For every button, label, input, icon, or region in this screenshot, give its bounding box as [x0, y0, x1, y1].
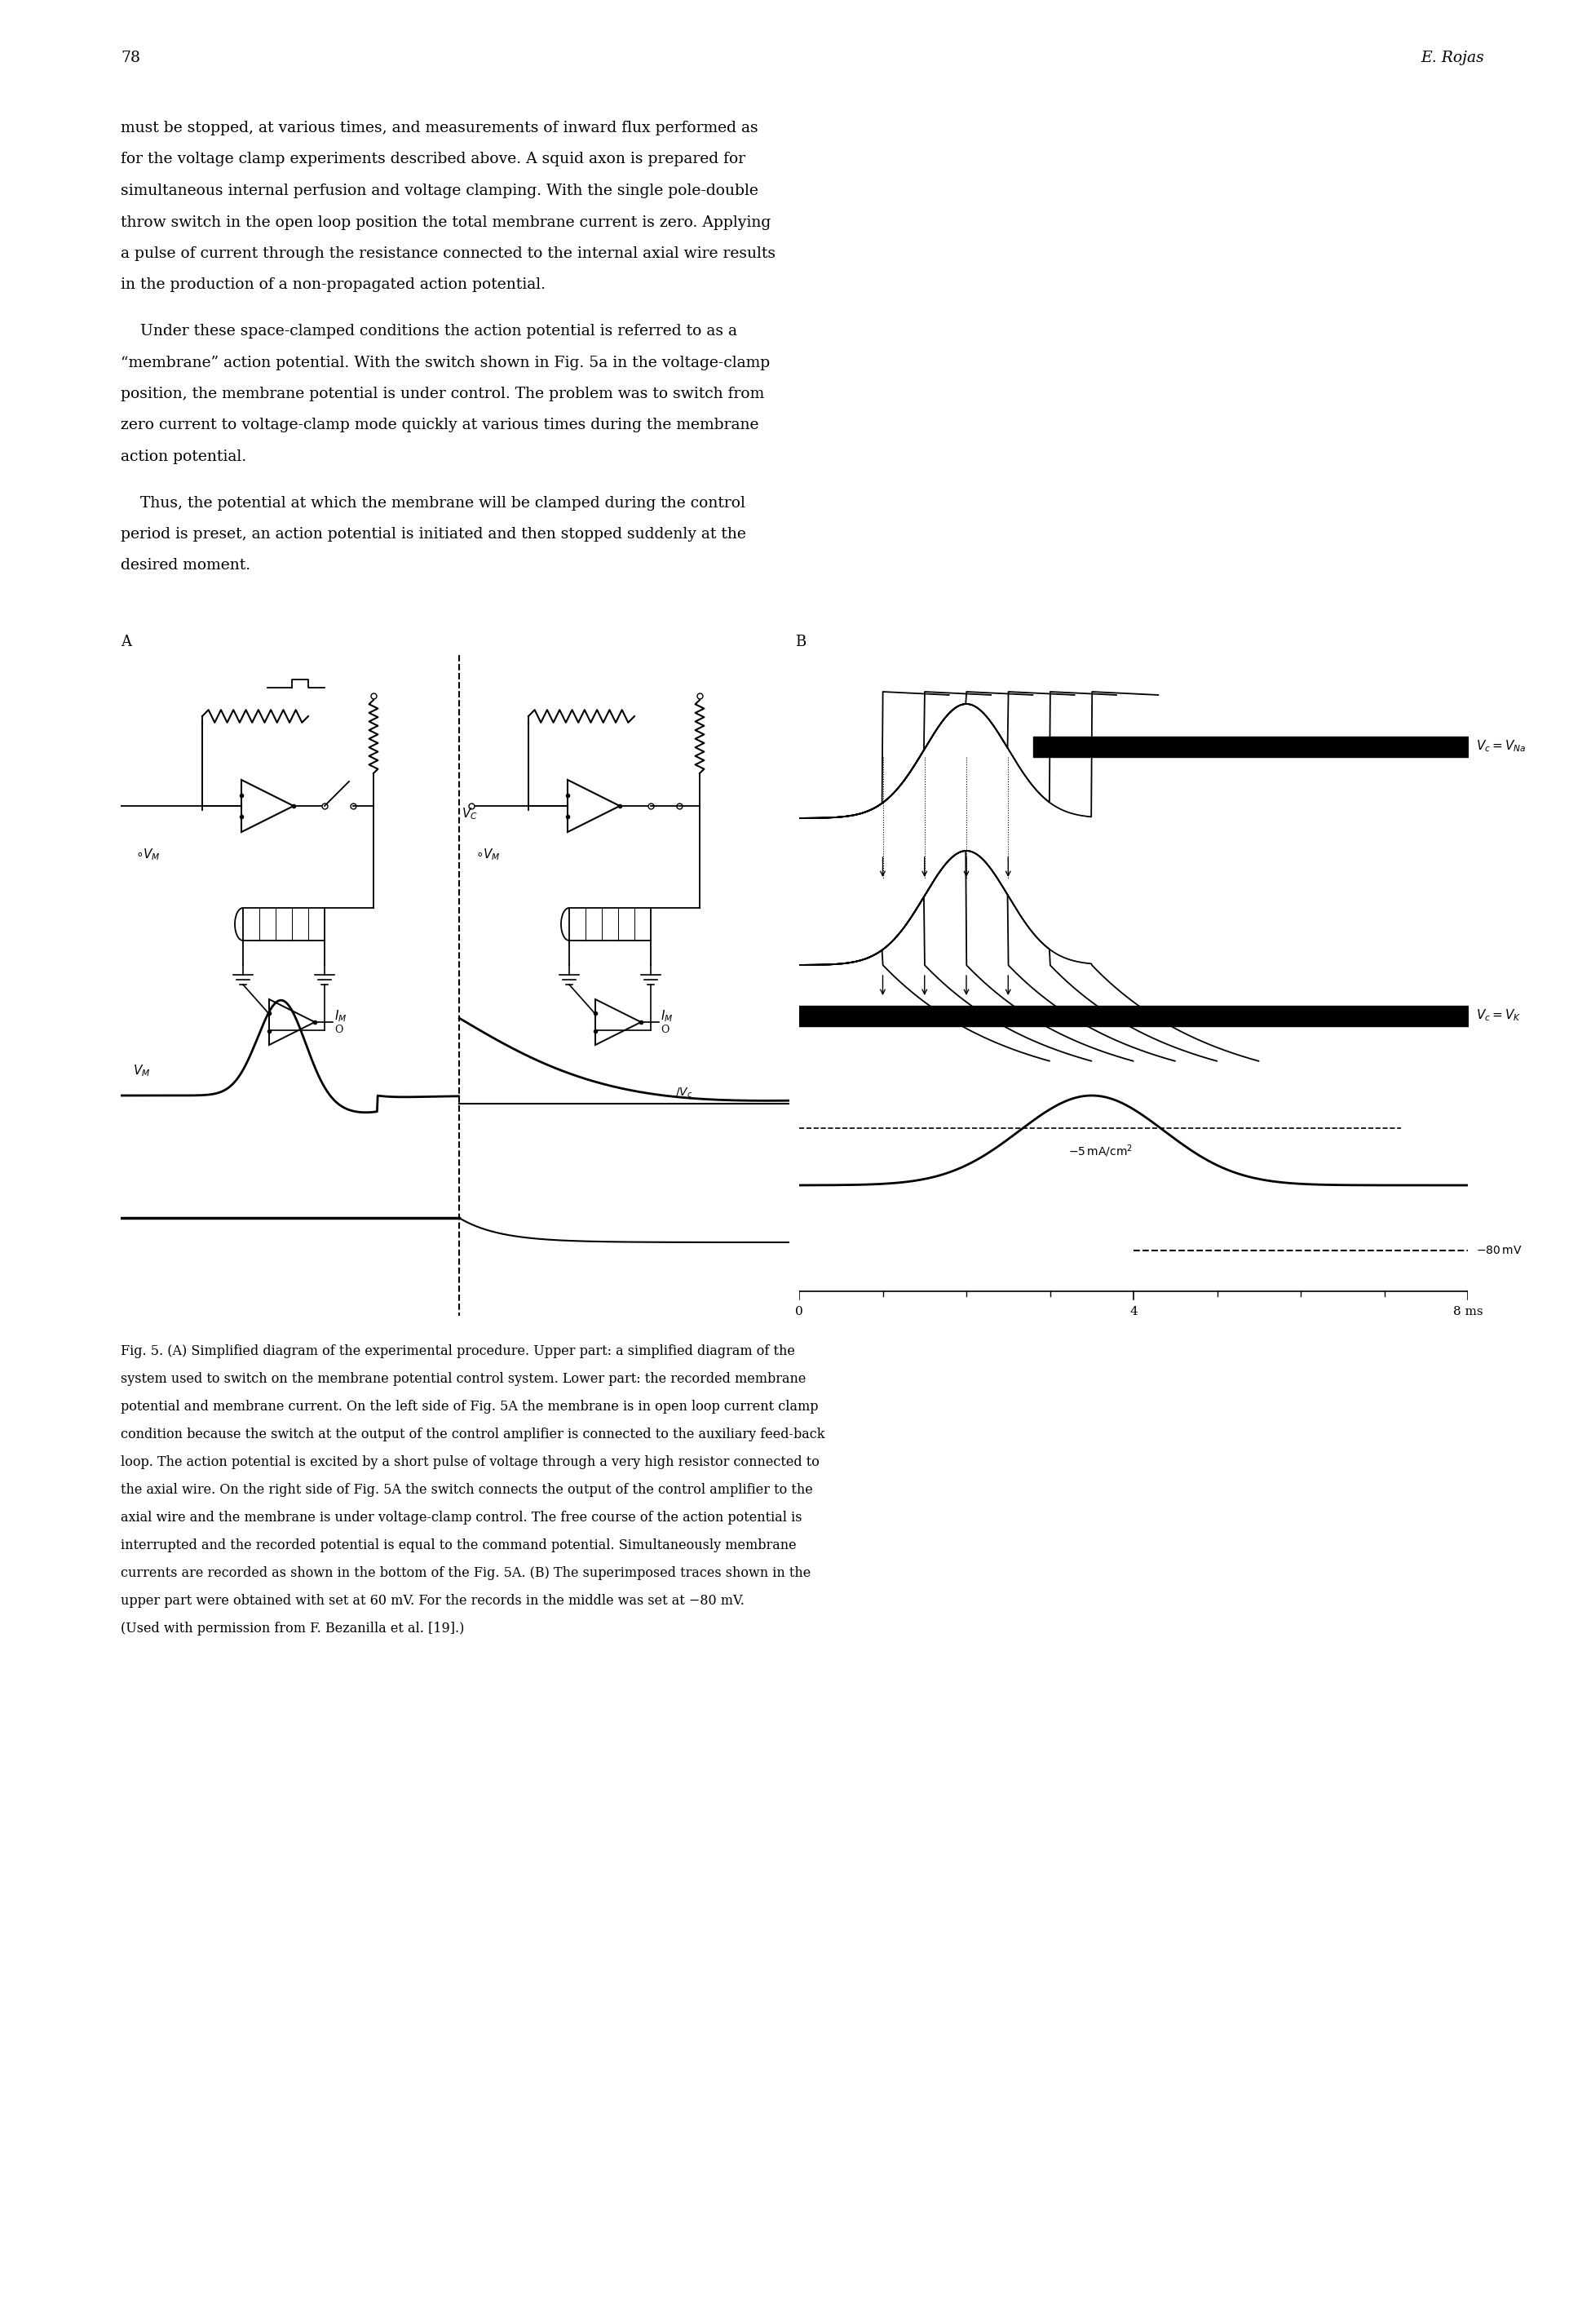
Text: E. Rojas: E. Rojas [1421, 51, 1484, 65]
Text: zero current to voltage-clamp mode quickly at various times during the membrane: zero current to voltage-clamp mode quick… [121, 418, 759, 432]
Bar [243, 909, 325, 941]
Text: B: B [796, 634, 807, 648]
Text: (Used with permission from F. Bezanilla et al. [19].): (Used with permission from F. Bezanilla … [121, 1622, 465, 1636]
Text: $\circ V_M$: $\circ V_M$ [476, 848, 501, 862]
Text: position, the membrane potential is under control. The problem was to switch fro: position, the membrane potential is unde… [121, 386, 764, 402]
Text: 78: 78 [121, 51, 140, 65]
Text: $\circ V_M$: $\circ V_M$ [135, 848, 161, 862]
Text: 8 ms: 8 ms [1453, 1306, 1483, 1318]
Text: the axial wire. On the right side of Fig. 5A the switch connects the output of t: the axial wire. On the right side of Fig… [121, 1483, 813, 1497]
Text: $I_M$: $I_M$ [334, 1009, 347, 1025]
Text: Under these space-clamped conditions the action potential is referred to as a: Under these space-clamped conditions the… [121, 323, 737, 339]
Text: O: O [660, 1025, 668, 1037]
Text: throw switch in the open loop position the total membrane current is zero. Apply: throw switch in the open loop position t… [121, 214, 770, 230]
Text: for the voltage clamp experiments described above. A squid axon is prepared for: for the voltage clamp experiments descri… [121, 151, 746, 167]
Text: system used to switch on the membrane potential control system. Lower part: the : system used to switch on the membrane po… [121, 1371, 807, 1385]
Text: “membrane” action potential. With the switch shown in Fig. 5a in the voltage-cla: “membrane” action potential. With the sw… [121, 356, 770, 370]
Bar [570, 909, 651, 941]
Text: interrupted and the recorded potential is equal to the command potential. Simult: interrupted and the recorded potential i… [121, 1538, 797, 1552]
Text: loop. The action potential is excited by a short pulse of voltage through a very: loop. The action potential is excited by… [121, 1455, 819, 1469]
Text: $V_c = V_{Na}$: $V_c = V_{Na}$ [1476, 739, 1526, 753]
Text: a pulse of current through the resistance connected to the internal axial wire r: a pulse of current through the resistanc… [121, 246, 775, 260]
Text: potential and membrane current. On the left side of Fig. 5A the membrane is in o: potential and membrane current. On the l… [121, 1399, 818, 1413]
Text: in the production of a non-propagated action potential.: in the production of a non-propagated ac… [121, 279, 546, 293]
Text: currents are recorded as shown in the bottom of the Fig. 5A. (B) The superimpose: currents are recorded as shown in the bo… [121, 1566, 811, 1580]
Text: desired moment.: desired moment. [121, 558, 250, 574]
Text: Thus, the potential at which the membrane will be clamped during the control: Thus, the potential at which the membran… [121, 495, 745, 511]
Text: A: A [121, 634, 132, 648]
Text: $V_C$: $V_C$ [461, 806, 477, 823]
Text: must be stopped, at various times, and measurements of inward flux performed as: must be stopped, at various times, and m… [121, 121, 757, 135]
Text: axial wire and the membrane is under voltage-clamp control. The free course of t: axial wire and the membrane is under vol… [121, 1511, 802, 1525]
Text: condition because the switch at the output of the control amplifier is connected: condition because the switch at the outp… [121, 1427, 824, 1441]
Text: period is preset, an action potential is initiated and then stopped suddenly at : period is preset, an action potential is… [121, 528, 746, 541]
Text: upper part were obtained with set at 60 mV. For the records in the middle was se: upper part were obtained with set at 60 … [121, 1594, 745, 1608]
Text: 0: 0 [796, 1306, 803, 1318]
Text: action potential.: action potential. [121, 449, 247, 465]
Text: $-5\,\mathrm{mA/cm}^2$: $-5\,\mathrm{mA/cm}^2$ [1068, 1143, 1133, 1160]
Text: 4: 4 [1130, 1306, 1138, 1318]
Text: $V_c = V_K$: $V_c = V_K$ [1476, 1009, 1521, 1023]
Text: $I_M$: $I_M$ [660, 1009, 673, 1025]
Text: simultaneous internal perfusion and voltage clamping. With the single pole-doubl: simultaneous internal perfusion and volt… [121, 184, 759, 198]
Text: O: O [334, 1025, 342, 1037]
Text: $-80\,\mathrm{mV}$: $-80\,\mathrm{mV}$ [1476, 1246, 1523, 1257]
Text: $V_M$: $V_M$ [134, 1064, 150, 1078]
Text: $/V_c$: $/V_c$ [675, 1085, 692, 1099]
Text: Fig. 5. (A) Simplified diagram of the experimental procedure. Upper part: a simp: Fig. 5. (A) Simplified diagram of the ex… [121, 1343, 796, 1357]
